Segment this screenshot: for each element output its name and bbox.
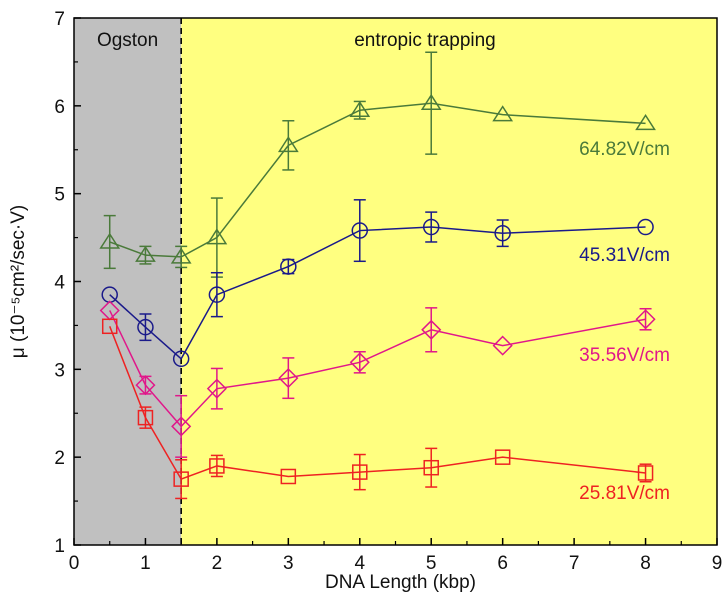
diamond-marker <box>206 378 227 399</box>
y-tick-label: 4 <box>54 273 65 294</box>
diamond-marker <box>171 416 192 437</box>
y-axis-title: μ (10⁻⁵cm²/sec·V) <box>8 205 29 358</box>
y-tick-label: 3 <box>54 360 65 381</box>
entropic-trapping-region-label: entropic trapping <box>354 30 496 51</box>
series-square: 25.81V/cm <box>101 318 670 504</box>
triangle-marker <box>206 228 228 245</box>
y-tick-label: 5 <box>54 185 65 206</box>
series-circle: 45.31V/cm <box>101 199 670 368</box>
series-label: 35.56V/cm <box>579 345 670 366</box>
circle-marker <box>494 224 511 242</box>
series-line <box>109 326 646 481</box>
triangle-marker <box>170 247 192 264</box>
entropic-trapping-region <box>181 18 717 545</box>
x-tick-label: 2 <box>212 553 223 574</box>
x-tick-label: 8 <box>640 553 651 574</box>
x-tick-label: 3 <box>283 553 294 574</box>
square-marker <box>101 318 118 335</box>
x-tick-label: 4 <box>354 553 365 574</box>
square-marker <box>423 459 439 476</box>
square-marker <box>352 464 368 480</box>
circle-marker <box>351 222 369 239</box>
diamond-marker <box>349 352 370 373</box>
triangle-marker <box>99 232 121 249</box>
series-triangle: 64.82V/cm <box>99 51 670 278</box>
x-tick-label: 5 <box>426 553 437 574</box>
square-marker <box>209 458 225 474</box>
ogston-region-label: Ogston <box>97 30 158 51</box>
series-label: 45.31V/cm <box>579 245 670 266</box>
circle-marker <box>422 218 440 236</box>
circle-marker <box>172 350 190 368</box>
diamond-marker <box>278 368 299 389</box>
diamond-marker <box>135 375 156 396</box>
y-tick-label: 2 <box>54 448 65 469</box>
triangle-marker <box>349 100 371 117</box>
square-marker <box>173 471 189 487</box>
circle-marker <box>208 286 226 303</box>
triangle-marker <box>277 135 299 153</box>
x-tick-label: 1 <box>140 553 151 574</box>
triangle-marker <box>492 105 514 122</box>
diamond-marker <box>635 309 656 330</box>
series-label: 64.82V/cm <box>579 139 670 160</box>
x-axis: 0 1 2 3 4 5 6 7 8 9 <box>69 538 723 574</box>
triangle-marker <box>635 114 656 131</box>
series-label: 25.81V/cm <box>579 483 670 504</box>
y-tick-label: 6 <box>54 97 65 118</box>
x-tick-label: 7 <box>569 553 580 574</box>
x-tick-label: 6 <box>497 553 508 574</box>
y-tick-label: 7 <box>54 9 65 30</box>
y-axis: 1 2 3 4 5 6 7 <box>54 9 81 557</box>
x-tick-label: 0 <box>69 553 80 574</box>
square-marker <box>494 449 511 465</box>
square-marker <box>280 468 297 485</box>
series-layer: 64.82V/cm 45.31V/cm 35.56V/cm 25.81V/cm <box>99 51 670 504</box>
circle-marker <box>137 318 154 336</box>
triangle-marker <box>420 93 442 110</box>
circle-marker <box>280 258 297 275</box>
y-tick-label: 1 <box>54 536 65 557</box>
diamond-marker <box>421 319 442 340</box>
x-tick-label: 9 <box>712 553 723 574</box>
triangle-marker <box>135 245 156 262</box>
square-marker <box>637 465 654 481</box>
circle-marker <box>637 218 654 236</box>
diamond-marker <box>492 335 513 356</box>
x-axis-title: DNA Length (kbp) <box>325 572 476 593</box>
ogston-region <box>74 18 182 545</box>
series-diamond: 35.56V/cm <box>99 300 670 458</box>
square-marker <box>137 409 154 426</box>
